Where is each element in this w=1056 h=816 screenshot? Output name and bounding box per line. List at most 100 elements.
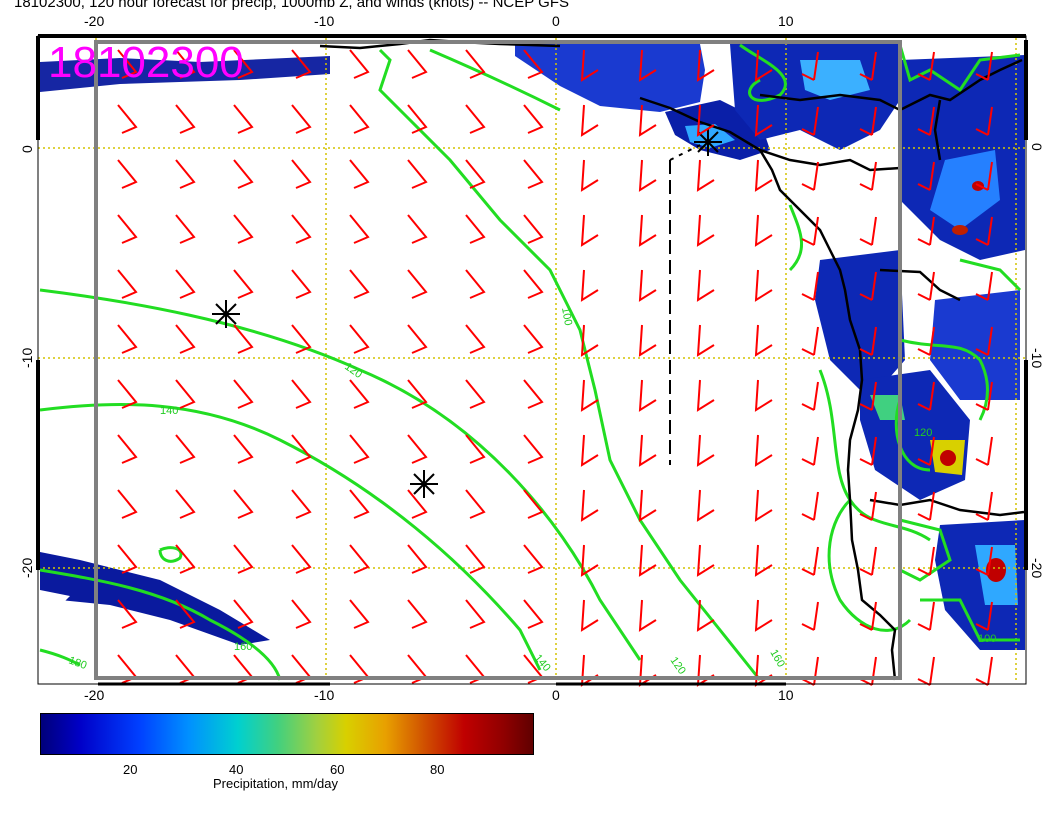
wind-barb <box>638 269 657 302</box>
wind-barb <box>975 271 993 301</box>
wind-barb <box>801 601 819 631</box>
lon-tick: 0 <box>552 687 560 703</box>
wind-barb <box>696 379 715 412</box>
wind-barb <box>117 434 138 464</box>
star-marker <box>410 470 438 498</box>
lon-tick: -20 <box>84 687 104 703</box>
lon-tick: -10 <box>314 13 334 29</box>
wind-barb <box>801 491 819 521</box>
wind-barb <box>465 104 486 134</box>
wind-barb <box>523 159 544 189</box>
position-markers <box>212 128 722 498</box>
wind-barb <box>859 436 877 466</box>
wind-barb <box>291 544 312 574</box>
wind-barb <box>349 159 370 189</box>
wind-barb <box>696 214 715 247</box>
wind-barb <box>291 489 312 519</box>
wind-barb <box>975 106 993 136</box>
wind-barb <box>349 379 370 409</box>
wind-barb <box>580 269 599 302</box>
right-lat-ticks: 0 -10 -20 <box>1029 143 1045 578</box>
wind-barb <box>291 324 312 354</box>
wind-barb <box>580 324 599 357</box>
top-lon-ticks: -20 -10 0 10 <box>84 13 794 29</box>
wind-barb <box>349 434 370 464</box>
wind-barb <box>754 159 773 192</box>
wind-barb <box>291 49 312 79</box>
wind-barb <box>175 104 196 134</box>
wind-barb <box>465 159 486 189</box>
wind-barb <box>349 324 370 354</box>
wind-barb <box>523 599 544 629</box>
wind-barb <box>638 49 657 82</box>
wind-barb <box>917 491 935 521</box>
wind-barb <box>754 544 773 577</box>
wind-barb <box>580 599 599 632</box>
wind-barb <box>117 324 138 354</box>
wind-barb <box>523 489 544 519</box>
wind-barb <box>917 381 935 411</box>
wind-barb <box>638 544 657 577</box>
wind-barb <box>523 214 544 244</box>
wind-barb <box>291 599 312 629</box>
contour-label: 160 <box>234 641 252 653</box>
wind-barb <box>580 104 599 137</box>
wind-barb <box>638 654 657 687</box>
bottom-lon-ticks: -20 -10 0 10 <box>84 687 794 703</box>
wind-barb <box>917 216 935 246</box>
wind-barb <box>580 544 599 577</box>
wind-barb <box>233 599 254 629</box>
wind-barb <box>523 269 544 299</box>
wind-barb <box>580 434 599 467</box>
wind-barb <box>754 324 773 357</box>
wind-barb <box>859 106 877 136</box>
wind-barb <box>523 49 544 79</box>
wind-barb <box>349 599 370 629</box>
wind-barb <box>801 656 819 686</box>
wind-barb <box>638 379 657 412</box>
wind-barb <box>975 51 993 81</box>
date-stamp: 18102300 <box>48 38 244 87</box>
colorbar-tick: 80 <box>430 762 445 777</box>
wind-barb <box>859 381 877 411</box>
contour-label: 140 <box>160 405 178 417</box>
wind-barb <box>407 269 428 299</box>
wind-barb <box>696 104 715 137</box>
wind-barb <box>175 599 196 629</box>
lon-tick: -10 <box>314 687 334 703</box>
wind-barb <box>175 269 196 299</box>
wind-barb <box>638 599 657 632</box>
wind-barb <box>754 434 773 467</box>
wind-barb <box>917 161 935 191</box>
wind-barb <box>407 49 428 79</box>
colorbar <box>40 713 534 755</box>
wind-barb <box>638 104 657 137</box>
wind-barb <box>638 489 657 522</box>
wind-barb <box>696 489 715 522</box>
contour-label: 120 <box>914 427 932 439</box>
wind-barb <box>523 544 544 574</box>
wind-barb <box>580 49 599 82</box>
height-contours <box>39 43 1022 681</box>
wind-barb <box>580 379 599 412</box>
wind-barb <box>801 106 819 136</box>
wind-barb <box>465 544 486 574</box>
wind-barb <box>291 104 312 134</box>
wind-barb <box>801 51 819 81</box>
wind-barb <box>859 656 877 686</box>
wind-barb <box>407 379 428 409</box>
wind-barb <box>696 599 715 632</box>
wind-barb <box>117 544 138 574</box>
wind-barb <box>175 379 196 409</box>
wind-barb <box>407 104 428 134</box>
wind-barb <box>638 159 657 192</box>
wind-barb <box>465 599 486 629</box>
wind-barb <box>917 656 935 686</box>
inner-frame <box>94 40 902 680</box>
wind-barb <box>754 489 773 522</box>
wind-barb <box>975 436 993 466</box>
wind-barb <box>523 104 544 134</box>
wind-barb <box>580 654 599 687</box>
lat-tick: -10 <box>1029 348 1045 368</box>
